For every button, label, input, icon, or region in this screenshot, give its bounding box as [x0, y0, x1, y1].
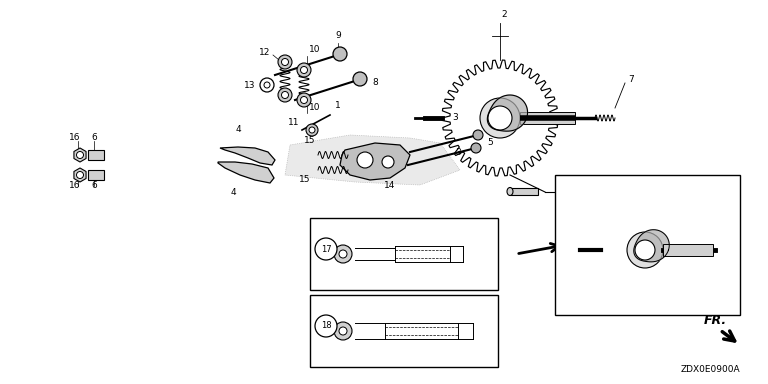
- Circle shape: [282, 91, 289, 99]
- Bar: [555, 175, 740, 315]
- Text: 81.4: 81.4: [401, 275, 417, 281]
- Circle shape: [315, 238, 337, 260]
- Text: 9: 9: [335, 31, 341, 40]
- Text: 15: 15: [304, 136, 316, 145]
- Polygon shape: [488, 95, 528, 131]
- Circle shape: [627, 232, 663, 268]
- Text: 19: 19: [390, 328, 399, 334]
- Polygon shape: [218, 162, 274, 183]
- Text: FR.: FR.: [703, 313, 727, 326]
- Text: 17: 17: [366, 343, 375, 349]
- Text: 17: 17: [321, 245, 331, 253]
- Text: M8: M8: [369, 237, 380, 243]
- Text: 4: 4: [230, 188, 236, 197]
- Circle shape: [264, 82, 270, 88]
- Text: 14: 14: [384, 181, 396, 190]
- Circle shape: [334, 245, 352, 263]
- Text: 100.4: 100.4: [404, 352, 424, 358]
- Bar: [663, 244, 713, 256]
- Text: 12: 12: [260, 48, 270, 57]
- Polygon shape: [74, 148, 86, 162]
- Text: 25: 25: [455, 251, 464, 257]
- Text: 10: 10: [309, 103, 320, 112]
- Circle shape: [309, 127, 315, 133]
- Text: 3: 3: [452, 113, 458, 122]
- Text: 7: 7: [628, 76, 634, 84]
- Text: 6: 6: [91, 181, 97, 190]
- Text: 8: 8: [372, 78, 378, 87]
- Circle shape: [278, 55, 292, 69]
- Ellipse shape: [507, 187, 513, 195]
- Circle shape: [334, 322, 352, 340]
- Polygon shape: [74, 168, 86, 182]
- Circle shape: [278, 88, 292, 102]
- Polygon shape: [285, 135, 460, 185]
- Text: 18: 18: [321, 321, 331, 331]
- Circle shape: [297, 63, 311, 77]
- Bar: [88, 170, 104, 180]
- Polygon shape: [340, 143, 410, 180]
- Circle shape: [333, 47, 347, 61]
- Circle shape: [282, 58, 289, 66]
- Polygon shape: [220, 147, 275, 165]
- Circle shape: [297, 93, 311, 107]
- Text: 1: 1: [335, 101, 341, 110]
- Text: 11: 11: [287, 118, 299, 127]
- Polygon shape: [634, 230, 669, 262]
- Text: 4.78: 4.78: [338, 309, 354, 315]
- Circle shape: [635, 240, 655, 260]
- Text: ZDX0E0900A: ZDX0E0900A: [680, 366, 740, 374]
- Circle shape: [357, 152, 373, 168]
- Text: 10: 10: [309, 45, 320, 54]
- Circle shape: [315, 315, 337, 337]
- Text: 16: 16: [69, 133, 81, 142]
- Text: 20: 20: [470, 251, 479, 257]
- Circle shape: [471, 143, 481, 153]
- Circle shape: [339, 327, 347, 335]
- Bar: [520, 112, 575, 124]
- Text: 2: 2: [502, 10, 507, 19]
- Circle shape: [77, 152, 84, 159]
- Circle shape: [300, 96, 307, 104]
- Circle shape: [488, 106, 512, 130]
- Text: 7: 7: [725, 198, 731, 207]
- Bar: [510, 188, 538, 195]
- Text: 19: 19: [560, 178, 571, 187]
- Circle shape: [382, 156, 394, 168]
- Circle shape: [77, 172, 84, 179]
- Circle shape: [473, 130, 483, 140]
- Circle shape: [306, 124, 318, 136]
- Text: 15: 15: [300, 175, 311, 184]
- Circle shape: [480, 98, 520, 138]
- Bar: [310, 295, 498, 367]
- Text: 16: 16: [69, 181, 81, 190]
- Text: 3: 3: [455, 148, 461, 157]
- Text: 13: 13: [244, 81, 256, 89]
- Text: 4: 4: [235, 125, 241, 134]
- Text: 5: 5: [344, 233, 348, 239]
- Bar: [310, 218, 498, 290]
- Circle shape: [353, 72, 367, 86]
- Bar: [88, 150, 104, 160]
- Circle shape: [300, 66, 307, 73]
- Text: 26: 26: [463, 328, 472, 334]
- Text: 6: 6: [91, 133, 97, 142]
- Text: 5: 5: [487, 138, 493, 147]
- Text: 5: 5: [487, 111, 493, 120]
- Text: 23: 23: [371, 266, 379, 272]
- Circle shape: [339, 250, 347, 258]
